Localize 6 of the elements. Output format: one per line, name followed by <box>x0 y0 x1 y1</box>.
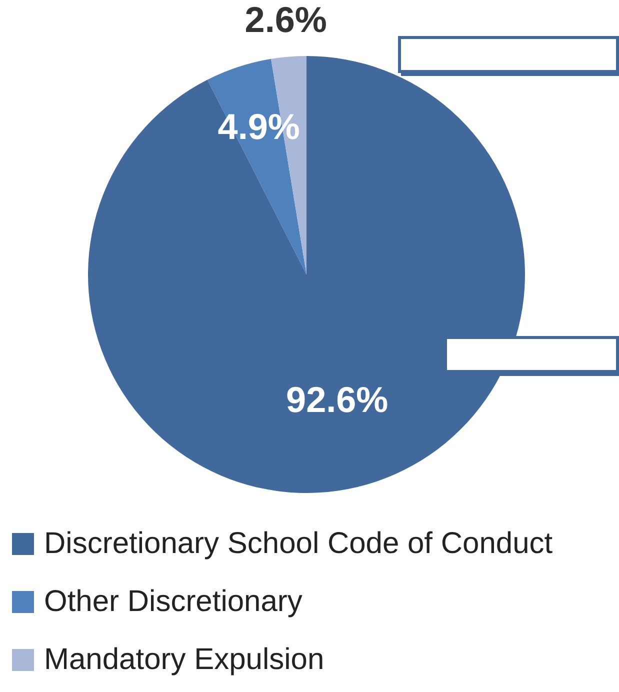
legend-label: Discretionary School Code of Conduct <box>44 527 553 561</box>
legend-label: Mandatory Expulsion <box>44 643 324 677</box>
data-label: 4.9% <box>218 106 300 148</box>
data-label: 2.6% <box>244 0 327 40</box>
data-label: 92.6% <box>286 378 388 420</box>
legend-label: Other Discretionary <box>44 585 302 619</box>
